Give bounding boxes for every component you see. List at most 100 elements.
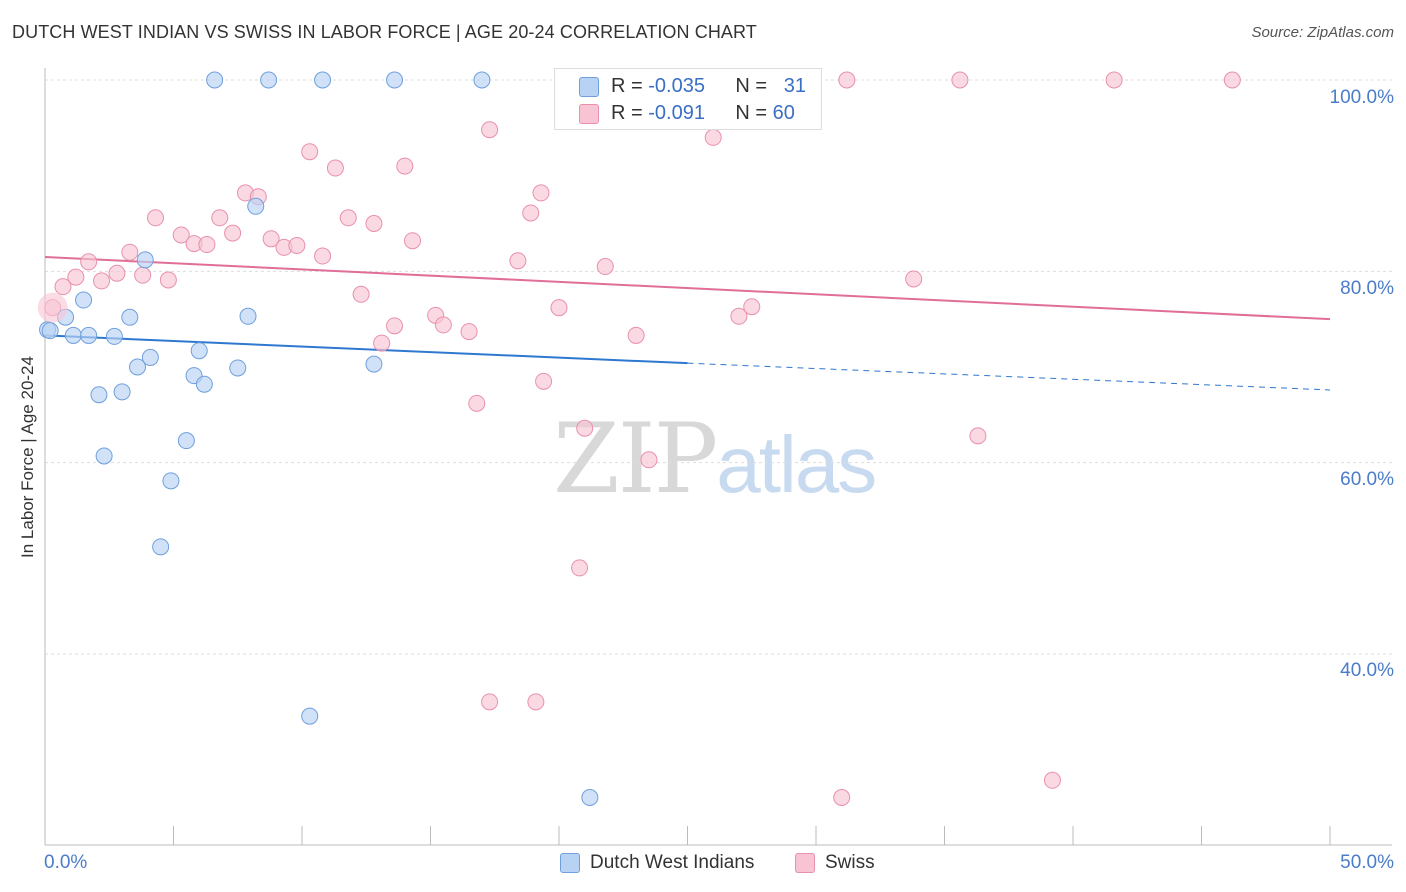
dutch-west-indians-point-29 <box>581 789 599 806</box>
swiss-point-41 <box>571 559 589 577</box>
dutch-west-indians-point-26 <box>365 355 383 373</box>
dutch-west-indians-point-9 <box>121 308 139 326</box>
dutch-west-indians-point-23 <box>260 71 278 89</box>
dutch-west-indians-point-2 <box>75 291 93 309</box>
swiss-point-20 <box>301 143 319 161</box>
swiss-point-21 <box>314 247 332 265</box>
swiss-point-9 <box>159 271 177 289</box>
dutch-west-indians-point-19 <box>206 71 224 89</box>
dutch-west-indians-point-30 <box>41 322 59 340</box>
dutch-west-indians-point-6 <box>95 447 113 465</box>
x-tick-label-min: 0.0% <box>44 852 88 873</box>
swiss-point-7 <box>134 266 152 284</box>
dutch-west-indians-point-18 <box>195 375 213 393</box>
swiss-point-6 <box>121 243 139 261</box>
swiss-point-33 <box>468 394 486 412</box>
trend-layer <box>44 255 1331 391</box>
swiss-point-51 <box>833 789 851 806</box>
y-tick-label-40: 40.0% <box>1340 660 1394 681</box>
swiss-point-36 <box>522 204 540 222</box>
swiss-point-54 <box>905 270 923 288</box>
swiss-point-48 <box>704 128 722 146</box>
trend-line-dutch-west-indians <box>44 334 688 365</box>
chart-source: Source: ZipAtlas.com <box>1251 24 1394 41</box>
dutch-west-indians-point-25 <box>314 71 332 89</box>
swiss-point-24 <box>352 285 370 303</box>
stats-swatch-pink <box>579 103 599 124</box>
swiss-point-14 <box>224 224 242 242</box>
y-tick-label-60: 60.0% <box>1340 469 1394 490</box>
grid-layer <box>45 79 1392 655</box>
swiss-point-43 <box>596 258 614 276</box>
swiss-point-28 <box>396 157 414 175</box>
swiss-point-29 <box>404 232 422 250</box>
swiss-point-22 <box>326 159 344 177</box>
swiss-point-1 <box>54 278 72 296</box>
swiss-point-32 <box>460 323 478 341</box>
swiss-point-8 <box>147 209 165 227</box>
stats-n-value-blue: 31 <box>783 75 806 97</box>
swiss-point-40 <box>550 299 568 317</box>
swiss-point-49 <box>730 307 748 325</box>
stats-n-value-pink: 60 <box>772 102 795 124</box>
swiss-point-39 <box>535 372 553 390</box>
swiss-point-25 <box>365 215 383 232</box>
swiss-point-44 <box>627 326 645 344</box>
dutch-west-indians-point-24 <box>301 707 319 725</box>
swiss-point-34 <box>481 121 499 139</box>
dutch-west-indians-point-14 <box>162 472 180 490</box>
stats-n-label-pink: N = <box>735 102 768 124</box>
stats-r-value-pink: -0.091 <box>648 102 705 124</box>
swiss-point-53 <box>951 71 969 89</box>
legend-label-swiss: Swiss <box>825 852 875 873</box>
swiss-point-31 <box>434 316 452 334</box>
x-tick-label-max: 50.0% <box>1340 852 1394 873</box>
swiss-point-13 <box>211 209 229 227</box>
dutch-west-indians-point-21 <box>239 307 257 325</box>
y-axis-label: In Labor Force | Age 20-24 <box>18 356 37 558</box>
legend-swatch-pink <box>795 853 815 873</box>
swiss-point-57 <box>1105 71 1123 89</box>
swiss-point-17 <box>262 230 280 248</box>
dutch-west-indians-point-27 <box>386 71 404 89</box>
swiss-point-3 <box>80 253 98 271</box>
swiss-point-12 <box>198 236 216 254</box>
swiss-point-55 <box>969 427 987 445</box>
dutch-west-indians-point-20 <box>229 359 247 377</box>
swiss-point-27 <box>386 317 404 335</box>
swiss-point-59 <box>481 693 499 711</box>
stats-r-label-pink: R = <box>611 102 643 124</box>
stats-legend-box: R = -0.035 N = 31 R = -0.091 N = 60 <box>554 68 822 130</box>
stats-r-label-blue: R = <box>611 75 643 97</box>
y-tick-label-80: 80.0% <box>1340 278 1394 299</box>
swiss-point-52 <box>838 71 856 89</box>
swiss-point-38 <box>527 693 545 711</box>
stats-row-pink: R = -0.091 N = 60 <box>579 102 795 125</box>
swiss-point-42 <box>576 419 594 437</box>
watermark-atlas: atlas <box>716 420 877 509</box>
dutch-west-indians-point-5 <box>90 386 108 404</box>
swiss-point-26 <box>373 334 391 352</box>
stats-swatch-blue <box>579 76 599 97</box>
dutch-west-indians-point-8 <box>113 383 131 401</box>
watermark: ZIPatlas <box>553 403 877 515</box>
trend-line-swiss <box>44 255 1331 321</box>
swiss-point-58 <box>1223 71 1241 89</box>
swiss-point-45 <box>640 451 658 469</box>
swiss-point-10 <box>172 226 190 244</box>
legend-label-dutch-west-indians: Dutch West Indians <box>590 852 755 873</box>
dutch-west-indians-point-12 <box>141 348 159 366</box>
dutch-west-indians-point-13 <box>152 538 170 556</box>
swiss-point-50 <box>743 298 761 316</box>
dutch-west-indians-point-22 <box>247 197 265 215</box>
stats-n-label-blue: N = <box>735 75 768 97</box>
legend-item-swiss: Swiss <box>795 852 875 874</box>
swiss-point-2 <box>67 268 85 286</box>
dutch-west-indians-point-10 <box>129 358 147 376</box>
legend-swatch-blue <box>560 853 580 873</box>
swiss-point-37 <box>532 184 550 202</box>
swiss-point-23 <box>339 209 357 227</box>
swiss-point-4 <box>93 272 111 290</box>
